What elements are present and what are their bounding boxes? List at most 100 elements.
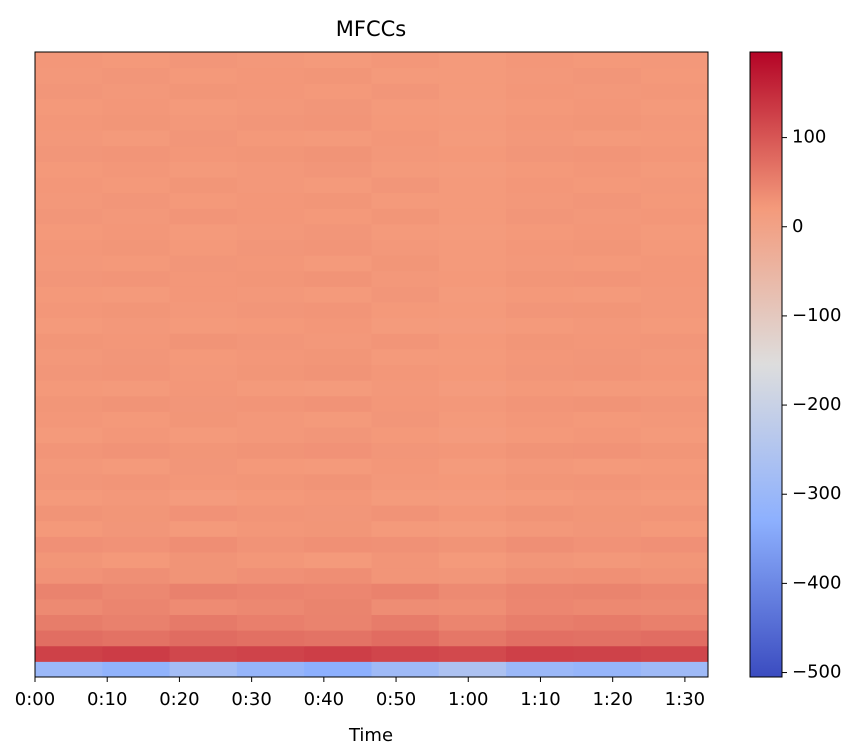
heatmap-cell	[304, 583, 372, 600]
heatmap-cell	[573, 552, 642, 569]
heatmap-cell	[236, 395, 305, 412]
heatmap-cell	[506, 427, 574, 444]
heatmap-cell	[438, 223, 507, 240]
heatmap-cell	[640, 255, 709, 272]
heatmap-cell	[102, 598, 171, 615]
heatmap-cell	[506, 395, 574, 412]
heatmap-cell	[169, 317, 238, 334]
heatmap-cell	[102, 661, 171, 678]
heatmap-cell	[169, 130, 238, 147]
heatmap-cell	[169, 348, 238, 365]
heatmap-cell	[35, 270, 103, 287]
x-tick-label: 0:10	[87, 689, 127, 710]
heatmap-cell	[573, 630, 642, 647]
heatmap-cell	[304, 473, 372, 490]
heatmap-cell	[304, 286, 372, 303]
heatmap-cell	[102, 255, 171, 272]
heatmap-cell	[640, 395, 709, 412]
heatmap-cell	[35, 458, 103, 475]
heatmap-cell	[371, 67, 440, 84]
heatmap-cell	[169, 520, 238, 537]
heatmap-cell	[35, 83, 103, 100]
heatmap-cell	[573, 317, 642, 334]
heatmap-cell	[371, 286, 440, 303]
heatmap-cell	[236, 348, 305, 365]
heatmap-cell	[169, 52, 238, 69]
heatmap-cell	[438, 161, 507, 178]
heatmap-cell	[35, 208, 103, 225]
heatmap-cell	[438, 145, 507, 162]
x-axis-label: Time	[348, 725, 393, 746]
heatmap-cell	[573, 52, 642, 69]
heatmap-cell	[506, 145, 574, 162]
heatmap-cell	[640, 411, 709, 428]
x-tick-label: 0:50	[376, 689, 416, 710]
heatmap-cell	[35, 630, 103, 647]
heatmap-cell	[169, 489, 238, 506]
heatmap-cell	[169, 458, 238, 475]
heatmap-cell	[573, 364, 642, 381]
heatmap-cell	[236, 208, 305, 225]
heatmap-cell	[573, 270, 642, 287]
heatmap-cell	[35, 52, 103, 69]
heatmap-cell	[169, 83, 238, 100]
heatmap-cell	[236, 364, 305, 381]
heatmap-cell	[236, 661, 305, 678]
heatmap-cell	[169, 411, 238, 428]
heatmap-cell	[35, 177, 103, 194]
heatmap-cell	[438, 364, 507, 381]
heatmap-cell	[102, 98, 171, 115]
heatmap-cell	[102, 583, 171, 600]
heatmap-cell	[506, 364, 574, 381]
heatmap-cell	[506, 598, 574, 615]
heatmap-cell	[236, 67, 305, 84]
heatmap-cell	[102, 52, 171, 69]
heatmap-cell	[640, 552, 709, 569]
heatmap-cell	[35, 192, 103, 209]
heatmap-cell	[371, 348, 440, 365]
heatmap-cell	[506, 614, 574, 631]
heatmap-cell	[102, 286, 171, 303]
heatmap-cell	[506, 317, 574, 334]
colorbar-tick-label: 0	[792, 216, 803, 237]
heatmap-cell	[102, 458, 171, 475]
heatmap-cell	[506, 536, 574, 553]
heatmap-cell	[35, 567, 103, 584]
heatmap-cell	[438, 661, 507, 678]
heatmap-cell	[35, 505, 103, 522]
heatmap-cell	[304, 239, 372, 256]
heatmap-cell	[236, 333, 305, 350]
heatmap-cell	[236, 473, 305, 490]
heatmap-cell	[169, 552, 238, 569]
heatmap-cell	[169, 442, 238, 459]
heatmap-cell	[573, 177, 642, 194]
heatmap-cell	[102, 177, 171, 194]
heatmap-cell	[640, 661, 709, 678]
heatmap-cell	[102, 489, 171, 506]
heatmap-cell	[371, 473, 440, 490]
heatmap-cell	[573, 614, 642, 631]
heatmap-cell	[371, 536, 440, 553]
heatmap-cell	[169, 177, 238, 194]
heatmap-cell	[371, 208, 440, 225]
heatmap-cell	[573, 505, 642, 522]
heatmap-cell	[35, 520, 103, 537]
heatmap-cell	[236, 270, 305, 287]
heatmap-cell	[169, 239, 238, 256]
heatmap-cell	[304, 364, 372, 381]
heatmap-cell	[102, 395, 171, 412]
heatmap-cell	[371, 645, 440, 662]
heatmap-cell	[35, 223, 103, 240]
heatmap-cell	[438, 411, 507, 428]
heatmap-cell	[640, 598, 709, 615]
heatmap-cell	[102, 614, 171, 631]
heatmap-cell	[304, 52, 372, 69]
heatmap-cell	[506, 161, 574, 178]
heatmap-cell	[169, 395, 238, 412]
colorbar-tick-label: −400	[792, 572, 841, 593]
heatmap-cell	[236, 630, 305, 647]
heatmap-cell	[640, 458, 709, 475]
heatmap-cell	[573, 380, 642, 397]
heatmap-cell	[169, 614, 238, 631]
heatmap-cell	[573, 458, 642, 475]
